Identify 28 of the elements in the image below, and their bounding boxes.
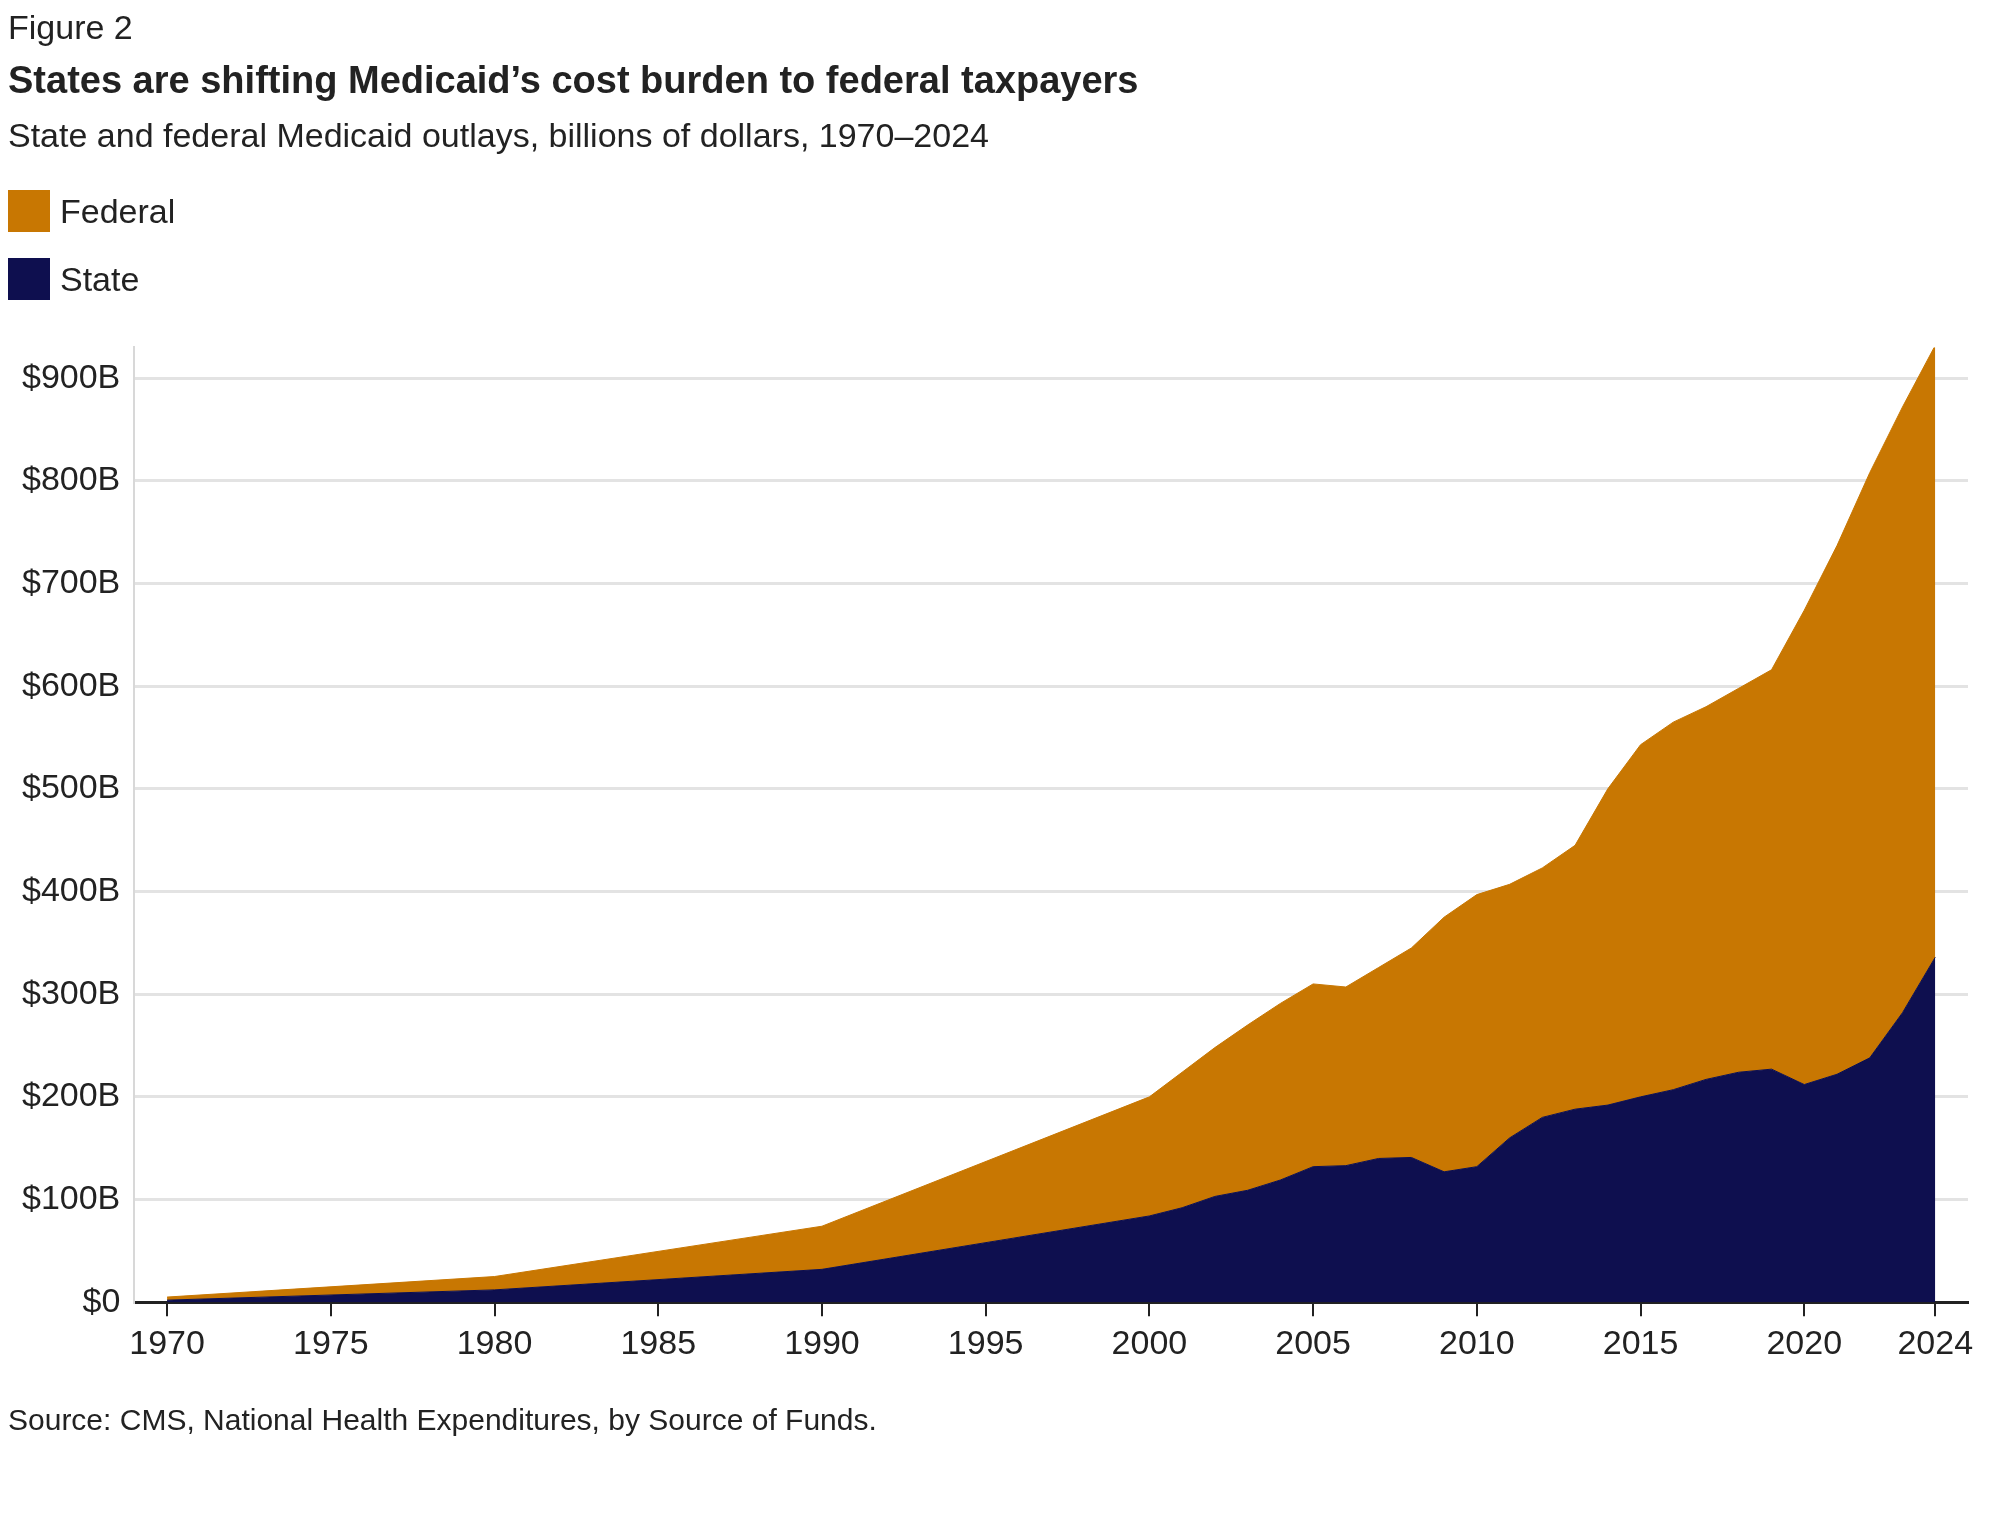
x-tick-label: 1990 (784, 1322, 860, 1361)
x-tick-label: 1985 (620, 1322, 697, 1361)
y-tick-label: $500B (21, 767, 121, 806)
y-tick-label: $900B (21, 356, 121, 395)
x-tick-label: 1975 (292, 1322, 369, 1361)
x-tick-label: 1980 (456, 1322, 533, 1361)
x-tick-label: 2005 (1275, 1322, 1351, 1361)
chart-title: States are shifting Medicaid’s cost burden to federal taxpayers (8, 59, 1140, 102)
caption: Figure 2 (8, 8, 134, 47)
y-tick-label: $400B (21, 869, 121, 908)
y-tick-label: $800B (21, 459, 121, 498)
y-tick-label: $700B (21, 561, 121, 600)
x-tick-label: 2010 (1439, 1322, 1515, 1361)
x-tick-label: 2015 (1602, 1322, 1679, 1361)
y-tick-label: $0 (82, 1280, 121, 1319)
x-tick-label: 2020 (1766, 1322, 1843, 1361)
source-note: Source: CMS, National Health Expenditures, by Source of Funds. (8, 1403, 878, 1437)
y-tick-label: $200B (21, 1075, 121, 1114)
y-tick-label: $100B (21, 1177, 121, 1216)
legend-label: State (60, 259, 140, 299)
x-tick-label: 1995 (947, 1322, 1024, 1361)
chart-subtitle: State and federal Medicaid outlays, billions of dollars, 1970–2024 (8, 116, 990, 155)
y-tick-label: $300B (21, 972, 121, 1011)
x-tick-label: 2024 (1897, 1322, 1974, 1361)
x-tick-label: 2000 (1111, 1322, 1188, 1361)
y-tick-label: $600B (21, 664, 121, 703)
x-tick-label: 1970 (129, 1322, 205, 1361)
legend-label: Federal (60, 191, 176, 231)
